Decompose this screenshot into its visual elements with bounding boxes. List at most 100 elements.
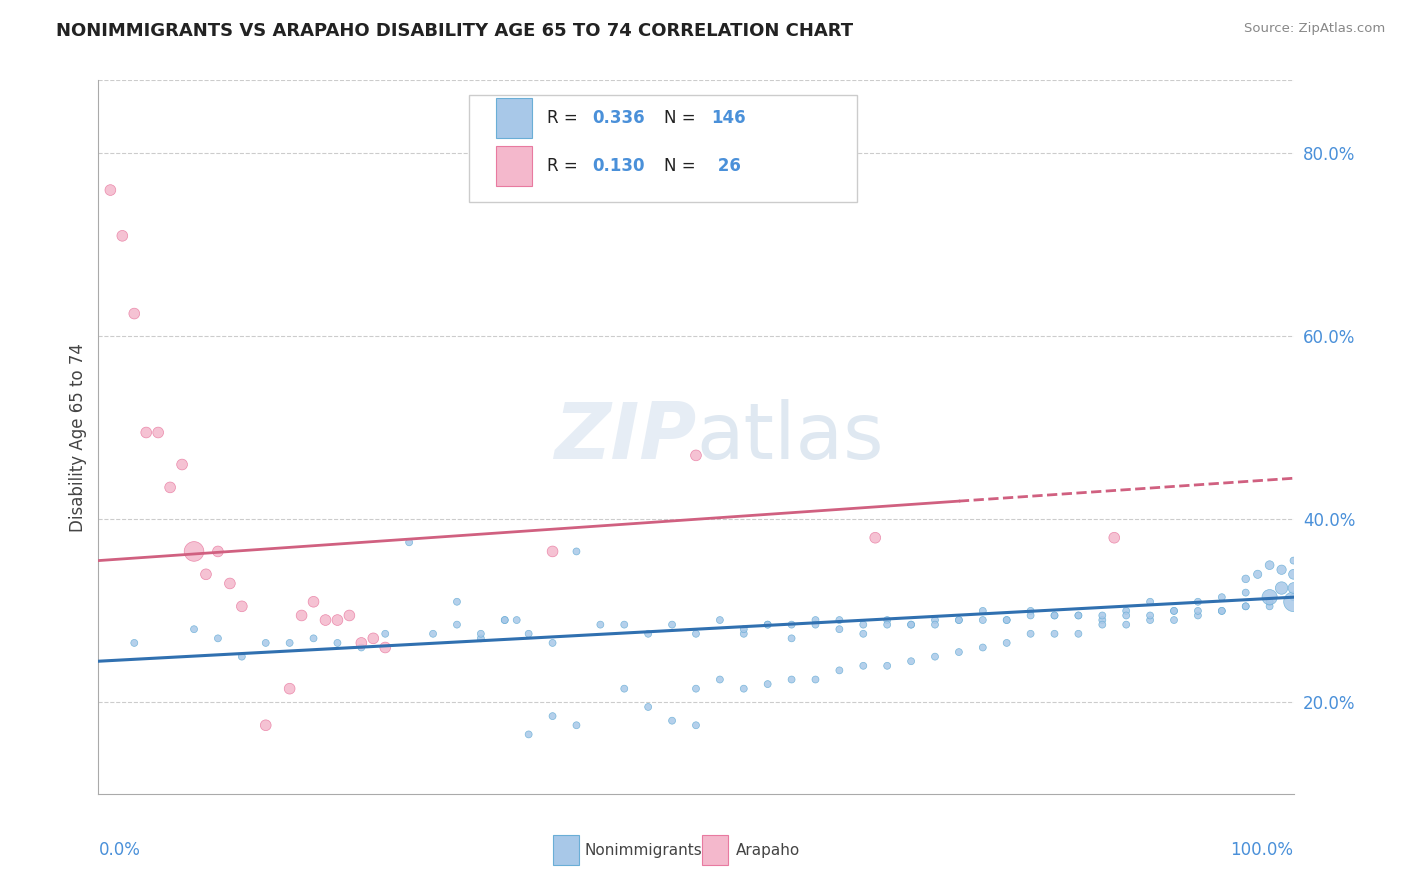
- Text: 100.0%: 100.0%: [1230, 841, 1294, 859]
- Point: [756, 617, 779, 632]
- Point: [254, 636, 277, 650]
- Point: [315, 613, 337, 627]
- Point: [1258, 595, 1281, 609]
- Point: [733, 681, 755, 696]
- Point: [780, 632, 803, 646]
- Point: [876, 658, 898, 673]
- Point: [148, 425, 170, 440]
- FancyBboxPatch shape: [702, 835, 728, 865]
- Point: [135, 425, 157, 440]
- Point: [1258, 595, 1281, 609]
- Text: R =: R =: [547, 157, 582, 175]
- Point: [326, 636, 349, 650]
- Point: [1019, 608, 1042, 623]
- Point: [995, 613, 1018, 627]
- Point: [852, 627, 875, 641]
- Point: [804, 613, 827, 627]
- Point: [494, 613, 516, 627]
- Point: [1163, 613, 1185, 627]
- Point: [828, 664, 851, 678]
- Point: [924, 649, 946, 664]
- Point: [541, 544, 564, 558]
- Point: [1115, 617, 1137, 632]
- Point: [685, 718, 707, 732]
- Text: N =: N =: [664, 109, 700, 127]
- Point: [124, 307, 146, 321]
- Point: [494, 613, 516, 627]
- Point: [1234, 599, 1257, 614]
- Point: [780, 617, 803, 632]
- Point: [1258, 599, 1281, 614]
- Point: [995, 613, 1018, 627]
- Point: [350, 636, 373, 650]
- Point: [517, 727, 540, 741]
- Text: Nonimmigrants: Nonimmigrants: [585, 843, 703, 858]
- Point: [637, 700, 659, 714]
- Point: [1067, 608, 1090, 623]
- Point: [302, 595, 325, 609]
- Point: [876, 617, 898, 632]
- Point: [756, 677, 779, 691]
- Text: 0.336: 0.336: [592, 109, 644, 127]
- Point: [231, 649, 253, 664]
- Point: [541, 709, 564, 723]
- Point: [1115, 608, 1137, 623]
- Point: [446, 595, 468, 609]
- Point: [924, 617, 946, 632]
- Point: [291, 608, 314, 623]
- Point: [995, 636, 1018, 650]
- FancyBboxPatch shape: [496, 146, 533, 186]
- Text: 26: 26: [711, 157, 741, 175]
- Text: ZIP: ZIP: [554, 399, 696, 475]
- Point: [685, 449, 707, 463]
- Point: [709, 613, 731, 627]
- Point: [1211, 590, 1233, 604]
- Point: [565, 718, 588, 732]
- Point: [924, 613, 946, 627]
- Point: [1067, 627, 1090, 641]
- Point: [124, 636, 146, 650]
- Point: [1187, 608, 1209, 623]
- Point: [685, 627, 707, 641]
- Point: [159, 480, 181, 494]
- Point: [1258, 590, 1281, 604]
- Point: [1282, 567, 1305, 582]
- Point: [422, 627, 444, 641]
- Point: [1211, 604, 1233, 618]
- Text: Source: ZipAtlas.com: Source: ZipAtlas.com: [1244, 22, 1385, 36]
- Point: [363, 632, 385, 646]
- Point: [1091, 608, 1114, 623]
- Point: [339, 608, 361, 623]
- Point: [972, 604, 994, 618]
- Point: [1234, 572, 1257, 586]
- Point: [865, 531, 887, 545]
- Point: [541, 636, 564, 650]
- Point: [183, 622, 205, 636]
- Point: [1187, 595, 1209, 609]
- Point: [709, 673, 731, 687]
- Point: [1104, 531, 1126, 545]
- Point: [374, 627, 396, 641]
- Point: [446, 617, 468, 632]
- Point: [219, 576, 242, 591]
- Point: [613, 617, 636, 632]
- Point: [1282, 553, 1305, 567]
- Y-axis label: Disability Age 65 to 74: Disability Age 65 to 74: [69, 343, 87, 532]
- Point: [1019, 627, 1042, 641]
- Point: [1187, 604, 1209, 618]
- Point: [1115, 604, 1137, 618]
- Point: [1211, 604, 1233, 618]
- Point: [948, 613, 970, 627]
- Point: [350, 640, 373, 655]
- Point: [1271, 563, 1294, 577]
- Point: [278, 681, 301, 696]
- Point: [207, 544, 229, 558]
- Text: R =: R =: [547, 109, 582, 127]
- Point: [661, 714, 683, 728]
- Point: [804, 617, 827, 632]
- Text: N =: N =: [664, 157, 700, 175]
- Point: [470, 627, 492, 641]
- Point: [231, 599, 253, 614]
- Text: NONIMMIGRANTS VS ARAPAHO DISABILITY AGE 65 TO 74 CORRELATION CHART: NONIMMIGRANTS VS ARAPAHO DISABILITY AGE …: [56, 22, 853, 40]
- Point: [1234, 599, 1257, 614]
